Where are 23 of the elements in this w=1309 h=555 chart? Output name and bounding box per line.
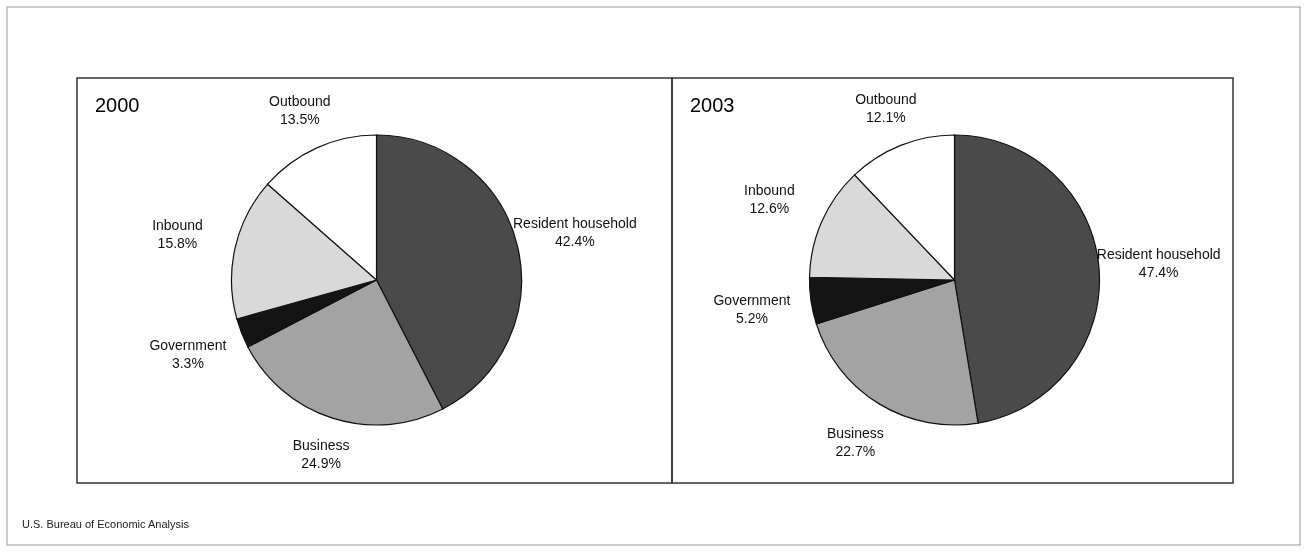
data-label: 24.9%	[301, 455, 341, 472]
data-label: 42.4%	[555, 232, 595, 249]
data-label: 12.6%	[749, 199, 790, 216]
slice-label: Business	[292, 437, 350, 454]
data-label: 47.4%	[1138, 264, 1179, 281]
slice-label: Outbound	[269, 93, 331, 110]
slice-label: Resident household	[512, 214, 637, 231]
slice-label: Inbound	[152, 217, 203, 234]
slice-label: Government	[149, 337, 227, 354]
slice-label: Business	[826, 424, 884, 441]
data-label: 22.7%	[835, 442, 876, 459]
data-label: 12.1%	[866, 109, 906, 126]
slice-label: Government	[713, 292, 791, 309]
chart-title: 2003	[690, 94, 735, 116]
slice-label: Inbound	[744, 181, 795, 198]
slice-label: Outbound	[855, 91, 917, 108]
text: U.S. Bureau of Economic Analysis	[22, 518, 190, 530]
data-label: 3.3%	[171, 355, 204, 372]
slice-label: Resident household	[1096, 246, 1221, 263]
chart-title: 2000	[95, 94, 140, 116]
data-label: 13.5%	[279, 111, 320, 128]
data-label: 15.8%	[157, 235, 198, 252]
data-label: 5.2%	[736, 310, 768, 327]
